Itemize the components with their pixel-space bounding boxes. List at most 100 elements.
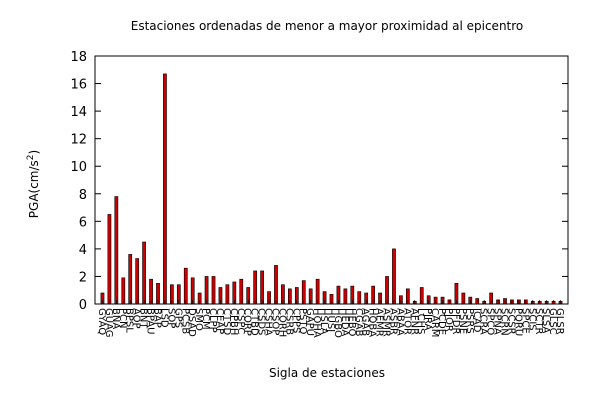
x-tick-label: SCRN [499,308,510,336]
bars [100,73,563,305]
x-tick-label: BNA [110,308,121,329]
x-tick-label: CPBH [228,308,239,335]
x-tick-label: SOP [165,308,176,328]
x-tick-label: PFDR [450,308,461,334]
x-axis-tick-labels: GYAQGUAGBNAPCNBPSLAOPBNTBPAUBAPLSDSOPGPS… [96,300,565,338]
x-tick-label: AOP [131,308,142,329]
x-tick-label: CSOP [269,308,280,335]
x-tick-label: PSNE [457,308,468,334]
x-tick-label: ICAD [471,308,482,333]
x-tick-label: LCHS [415,308,426,334]
x-tick-label: HEBO [346,308,357,337]
x-tick-label: HOHA [311,308,322,338]
x-tick-label: CLPP [207,308,218,333]
x-tick-label: SPCO [485,308,496,335]
bar-aop [135,258,140,305]
bar-guag [107,214,112,305]
x-tick-label: ASMR [381,308,392,337]
y-tick-label: 14 [70,105,87,120]
x-tick-label: CTSD [221,308,232,335]
bar-csds [260,270,264,305]
x-tick-label: SPCE [519,308,530,334]
x-tick-label: HGBO [332,308,343,338]
x-tick-label: AFNR [408,308,419,335]
x-tick-label: GYAQ [96,308,107,335]
x-tick-label: PSTQ [297,308,308,334]
x-tick-label: CARM [429,308,440,337]
x-tick-label: DSAD [186,308,197,337]
bar-asmr [385,276,389,305]
x-tick-label: BPAU [145,308,156,334]
y-tick-label: 10 [70,160,87,175]
x-tick-label: LSD [158,308,169,328]
y-tick-label: 6 [79,215,87,230]
x-tick-label: PJRA [422,308,433,331]
x-tick-label: SCRA [478,308,489,335]
x-tick-label: GAPU [304,308,315,336]
y-axis-ticks: 0 2 4 6 8 10 12 14 16 18 [70,50,568,313]
y-tick-label: 4 [79,243,87,258]
x-tick-label: HEDA [339,308,350,336]
y-tick-label: 16 [70,78,87,93]
y-axis-label-exponent: 2 [26,154,36,160]
x-tick-label: PJOR [443,308,454,332]
x-tick-label: GLSC [547,308,558,335]
chart-title: Estaciones ordenadas de menor a mayor pr… [131,19,524,33]
x-axis-label: Sigla de estaciones [269,366,385,380]
x-tick-label: SCSR [505,308,516,335]
x-tick-label: GPS [172,308,183,328]
bar-bna [114,196,119,305]
bar-csop [274,265,278,305]
x-tick-label: PQRU [512,308,523,336]
x-tick-label: PCM [200,308,211,330]
bar-bpsl [128,254,133,305]
y-tick-label: 8 [79,188,87,203]
x-tick-label: ASBR [387,308,398,335]
x-tick-label: PSRS [464,308,475,334]
y-tick-label: 18 [70,50,87,65]
x-tick-label: CSDS [256,308,267,335]
x-tick-label: AGAB [360,308,371,336]
bar-lsd [163,73,167,305]
x-tick-label: GLSR [554,308,565,335]
x-tick-label: BAP [151,308,162,328]
x-tick-label: ABAA [394,308,405,336]
x-tick-label: CSPC [235,308,246,334]
x-tick-label: PCDE [436,308,447,335]
x-tick-label: BPSL [124,308,135,333]
x-tick-label: HUSJ [325,308,336,332]
bar-pcm [204,276,209,305]
x-tick-label: CORH [276,308,287,337]
y-tick-label: 0 [79,298,87,313]
x-tick-label: CSRB [283,308,294,335]
x-tick-label: CTBD [249,308,260,336]
bar-asbr [392,248,396,305]
x-tick-label: CSHA [263,308,274,336]
x-tick-label: SCTR [533,308,544,334]
x-tick-label: CORP [242,308,253,336]
y-tick-label: 2 [79,270,87,285]
x-tick-label: SLSA [540,308,551,333]
x-tick-label: SCIS [526,308,537,331]
x-tick-label: CPPS [290,308,301,333]
x-tick-label: CEAP [214,308,225,334]
x-tick-label: HSLA [318,308,329,335]
x-tick-label: GUAG [103,308,114,337]
x-tick-label: SPNA [492,308,503,335]
y-axis-label-base: PGA(cm/s [27,160,41,218]
x-tick-label: BNT [138,308,149,329]
bar-pcsb [183,267,188,305]
x-tick-label: SMO [193,308,204,331]
x-tick-label: ATOR [401,308,412,335]
x-tick-label: PCN [117,308,128,329]
x-tick-label: AEMR [374,308,385,337]
y-axis-label-close: ) [27,150,41,155]
bar-clpp [211,276,216,305]
bar-bnt [142,241,146,305]
y-tick-label: 12 [70,133,87,148]
x-tick-label: HQBA [367,308,378,337]
bar-ctbd [253,270,258,305]
x-tick-label: PCSB [179,308,190,334]
y-axis-label: PGA(cm/s2) [26,150,41,218]
